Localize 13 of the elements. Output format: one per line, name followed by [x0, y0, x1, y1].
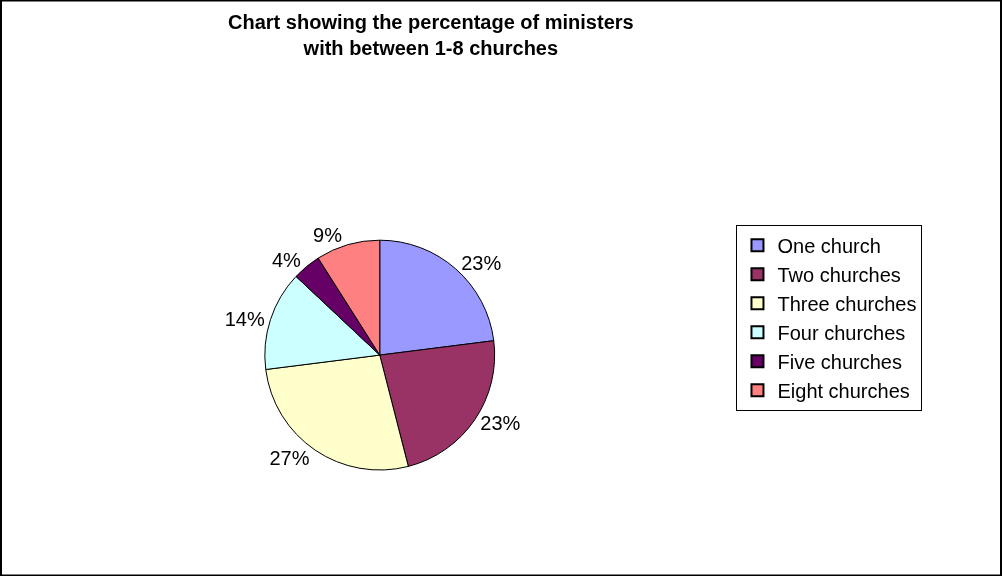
legend-label: Four churches [777, 321, 906, 344]
data-label: 27% [269, 446, 310, 469]
legend-label: One church [777, 234, 881, 257]
data-label: 23% [461, 251, 502, 274]
legend-label: Eight churches [777, 379, 910, 402]
chart-title: Chart showing the percentage of ministers with between 1-8 churches [228, 10, 634, 59]
data-label: 23% [480, 412, 521, 435]
legend-label: Three churches [777, 292, 917, 315]
data-label: 4% [271, 249, 302, 272]
legend-label: Five churches [777, 350, 902, 373]
legend-label: Two churches [777, 263, 901, 286]
data-label: 9% [313, 223, 343, 246]
data-label: 14% [224, 307, 265, 330]
